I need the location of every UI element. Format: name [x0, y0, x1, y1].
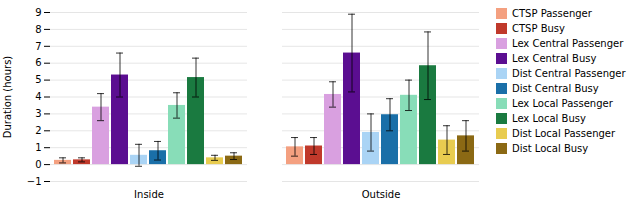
html-text:Lex Central Passenger: Lex Central Passenger [512, 38, 624, 49]
svg-text:0: 0 [35, 159, 41, 170]
svg-text:9: 9 [35, 7, 41, 18]
svg-text:Inside: Inside [134, 189, 164, 200]
html-text:CTSP Passenger: CTSP Passenger [512, 8, 592, 19]
svg-text:5: 5 [35, 74, 41, 85]
html-text:Dist Central Busy: Dist Central Busy [512, 83, 599, 94]
html-text:CTSP Busy: CTSP Busy [512, 23, 565, 34]
svg-text:4: 4 [35, 91, 41, 102]
svg-text:6: 6 [35, 57, 41, 68]
html-text:Dist Local Busy: Dist Local Busy [512, 143, 589, 154]
svg-text:Outside: Outside [362, 189, 401, 200]
html-text:Dist Central Passenger: Dist Central Passenger [512, 68, 626, 79]
svg-text:1: 1 [35, 142, 41, 153]
html-text:Lex Central Busy: Lex Central Busy [512, 53, 597, 64]
html-text:Lex Local Busy: Lex Local Busy [512, 113, 586, 124]
svg-text:Duration (hours): Duration (hours) [2, 56, 13, 139]
html-text:Lex Local Passenger: Lex Local Passenger [512, 98, 613, 109]
svg-text:8: 8 [35, 24, 41, 35]
svg-text:−1: −1 [27, 176, 42, 187]
svg-text:2: 2 [35, 125, 41, 136]
svg-text:7: 7 [35, 41, 41, 52]
html-text:Dist Local Passenger: Dist Local Passenger [512, 128, 616, 139]
svg-text:3: 3 [35, 108, 41, 119]
